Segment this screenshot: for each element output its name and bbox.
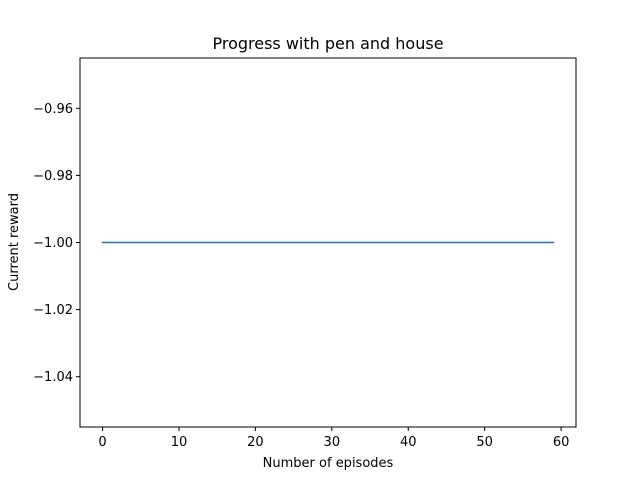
- x-tick-label: 40: [400, 435, 417, 450]
- x-tick-label: 50: [476, 435, 493, 450]
- y-tick-label: −1.02: [33, 303, 73, 318]
- y-axis-label: Current reward: [7, 193, 22, 291]
- x-tick-label: 20: [247, 435, 264, 450]
- x-axis-label: Number of episodes: [263, 456, 394, 471]
- x-axis: 0 10 20 30 40 50 60: [98, 427, 569, 450]
- y-tick-label: −1.04: [33, 370, 73, 385]
- y-axis: −0.96 −0.98 −1.00 −1.02 −1.04: [33, 102, 80, 385]
- x-tick-label: 0: [98, 435, 106, 450]
- x-tick-label: 10: [171, 435, 188, 450]
- x-tick-label: 60: [553, 435, 570, 450]
- y-tick-label: −0.96: [33, 102, 73, 117]
- chart-title: Progress with pen and house: [212, 34, 443, 53]
- y-tick-label: −0.98: [33, 169, 73, 184]
- y-tick-label: −1.00: [33, 236, 73, 251]
- x-tick-label: 30: [324, 435, 341, 450]
